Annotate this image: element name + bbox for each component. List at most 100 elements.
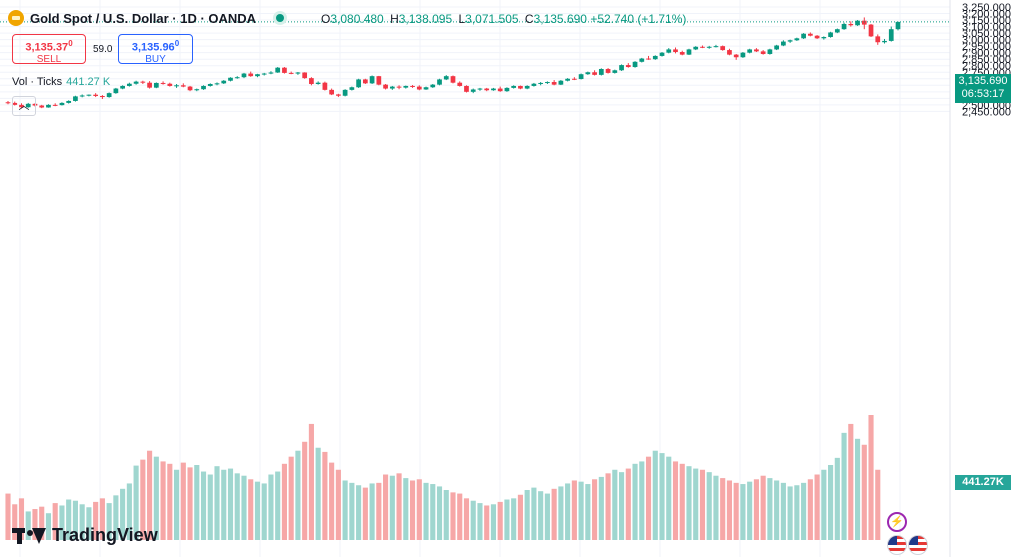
volume-bar [841,432,847,540]
volume-bar [740,484,746,540]
sell-label: SELL [36,53,62,65]
last-volume-marker: 441.27K [955,475,1011,490]
volume-bar [194,465,200,540]
candle-body [504,87,510,92]
volume-bar [153,456,159,540]
candle-body [207,83,213,86]
open-value: 3,080.480 [330,12,384,26]
candle-body [673,49,678,53]
tradingview-brand[interactable]: TradingView [12,525,158,546]
candle-body [46,104,51,108]
volume-bar [807,479,813,540]
candle-body [531,83,537,86]
candle-body [443,76,449,80]
candle-body [329,89,334,95]
volume-bar [173,469,180,540]
volume-bar [200,471,207,540]
volume-bar [463,498,470,540]
volume-bar [544,493,550,540]
candle-body [706,46,712,48]
volume-bar [403,478,409,540]
candle-body [389,86,395,89]
candle-body [888,29,894,41]
volume-bar [848,423,854,540]
volume-bar [430,484,436,540]
candle-body [625,65,631,68]
volume-bar [335,469,341,540]
volume-bar [490,504,497,540]
candle-body [369,76,375,84]
lightning-icon[interactable]: ⚡ [887,512,907,532]
open-label: O [321,12,331,26]
volume-legend[interactable]: Vol · Ticks 441.27 K [12,76,110,88]
volume-bar [828,465,834,540]
candle-body [153,82,159,88]
candle-body [201,85,206,90]
volume-bar [72,500,78,540]
volume-bar [106,503,112,540]
volume-bar [248,479,254,540]
candle-body [12,102,18,105]
last-price-marker: 3,135.690 06:53:17 [955,74,1011,103]
volume-bar [59,505,65,540]
candle-body [834,29,840,33]
candle-body [234,77,240,79]
collapse-icon[interactable]: ︿ [12,96,36,116]
volume-bar [126,483,132,540]
candle-body [73,96,78,101]
volume-bar [18,498,25,540]
candle-body [261,73,267,75]
candle-body [578,74,584,80]
candle-body [19,104,24,108]
candle-body [309,78,314,84]
change-value: +52.740 (+1.71%) [590,12,687,26]
volume-bar [147,450,153,540]
volume-bar [477,503,483,540]
volume-bar [396,473,402,540]
volume-bar [517,494,523,540]
candle-body [59,102,65,106]
candle-body [86,94,92,96]
candle-body [255,74,260,77]
volume-bar [774,480,780,540]
volume-bar [592,479,598,540]
volume-bar [679,463,685,540]
candle-body [639,58,645,62]
volume-bar [450,492,456,540]
sell-price-sup: 0 [68,39,73,48]
volume-bar [571,480,577,540]
candle-body [713,46,719,48]
candle-body [605,68,611,73]
buy-label: BUY [145,53,166,65]
volume-bar [868,415,874,540]
us-flag-icon[interactable] [908,535,928,555]
buy-button[interactable]: 3,135.960 BUY [118,34,193,65]
volume-bar [605,473,611,540]
volume-bar [618,472,625,540]
candle-body [140,81,146,83]
volume-label: Vol · Ticks [12,76,63,88]
candle-body [646,58,651,60]
candle-body [659,52,665,56]
candle-body [457,82,463,86]
volume-bar [234,473,240,540]
candle-body [416,86,422,90]
candle-body [875,36,881,43]
candle-body [167,83,173,86]
sell-button[interactable]: 3,135.370 SELL [12,34,86,65]
volume-bar [814,474,820,540]
candle-body [275,67,281,73]
candle-body [302,72,308,79]
y-tick-label: 3,100.000 [962,22,1011,34]
candle-body [693,46,699,50]
y-tick-label: 3,050.000 [962,28,1011,40]
symbol-title[interactable]: Gold Spot / U.S. Dollar · 1D · OANDA [30,10,257,26]
volume-bar [349,482,355,540]
us-flag-icon[interactable] [887,535,907,555]
market-status-icon[interactable] [276,14,285,22]
candle-body [545,82,550,84]
volume-bar [524,490,530,540]
candle-body [821,37,827,39]
volume-bar [120,488,126,540]
